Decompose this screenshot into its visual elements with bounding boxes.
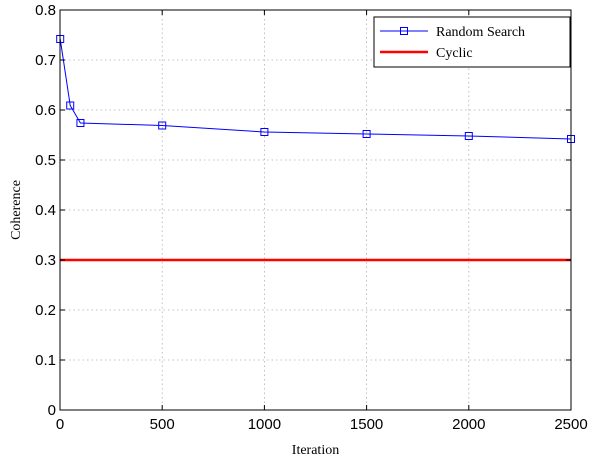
grid — [60, 10, 571, 410]
x-tick-label: 2500 — [554, 416, 587, 433]
y-tick-label: 0.1 — [35, 352, 56, 369]
y-tick-label: 0.2 — [35, 302, 56, 319]
legend-box — [373, 16, 571, 68]
x-tick-label: 500 — [150, 416, 175, 433]
data-point-random-search — [76, 119, 85, 127]
y-tick-label: 0.6 — [35, 102, 56, 119]
y-tick-label: 0.7 — [35, 52, 56, 69]
legend-label-random-search: Random Search — [436, 25, 525, 40]
y-tick-label: 0.3 — [35, 252, 56, 269]
x-tick-label: 1000 — [248, 416, 281, 433]
y-axis-label: Coherence — [9, 180, 24, 240]
data-point-random-search — [362, 130, 371, 138]
x-tick-label: 1500 — [350, 416, 383, 433]
data-point-random-search — [66, 101, 75, 110]
x-axis-label: Iteration — [292, 443, 339, 458]
legend: Random Search Cyclic — [373, 16, 571, 68]
series-line-random-search — [59, 38, 572, 140]
x-tick-label: 0 — [56, 416, 64, 433]
y-tick-label: 0.5 — [35, 152, 56, 169]
series-layer — [56, 35, 575, 262]
data-point-random-search — [158, 121, 167, 130]
y-tick-label: 0 — [48, 402, 56, 419]
data-point-random-search — [260, 128, 269, 136]
y-tick-label: 0.8 — [35, 2, 56, 19]
ticks — [59, 9, 572, 411]
legend-marker-random-search — [400, 27, 408, 35]
y-tick-label: 0.4 — [35, 202, 56, 219]
tick-labels: 0 500 1000 1500 2000 2500 0 0.1 0.2 0.3 0.4 0.5 0.6 0… — [35, 2, 588, 433]
legend-label-cyclic: Cyclic — [436, 46, 473, 61]
x-tick-label: 2000 — [452, 416, 485, 433]
data-point-random-search — [464, 132, 473, 140]
